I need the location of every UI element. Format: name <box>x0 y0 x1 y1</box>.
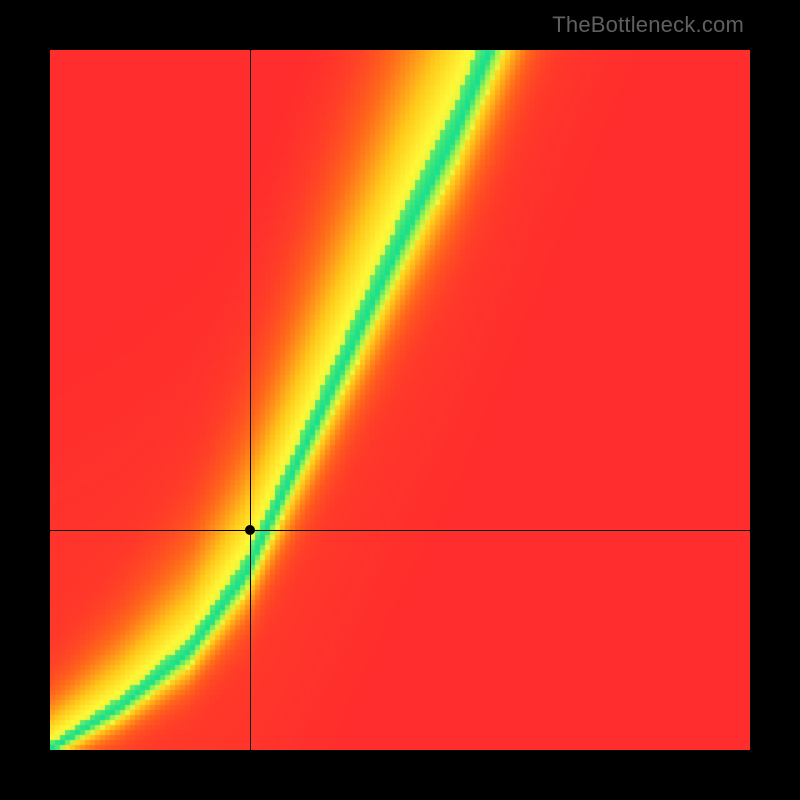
crosshair-horizontal <box>50 530 750 531</box>
crosshair-vertical <box>250 50 251 750</box>
watermark-text: TheBottleneck.com <box>552 12 744 38</box>
plot-outer-frame: TheBottleneck.com <box>0 0 800 800</box>
plot-area <box>50 50 750 750</box>
heatmap-canvas <box>50 50 750 750</box>
selected-point-marker <box>245 525 255 535</box>
